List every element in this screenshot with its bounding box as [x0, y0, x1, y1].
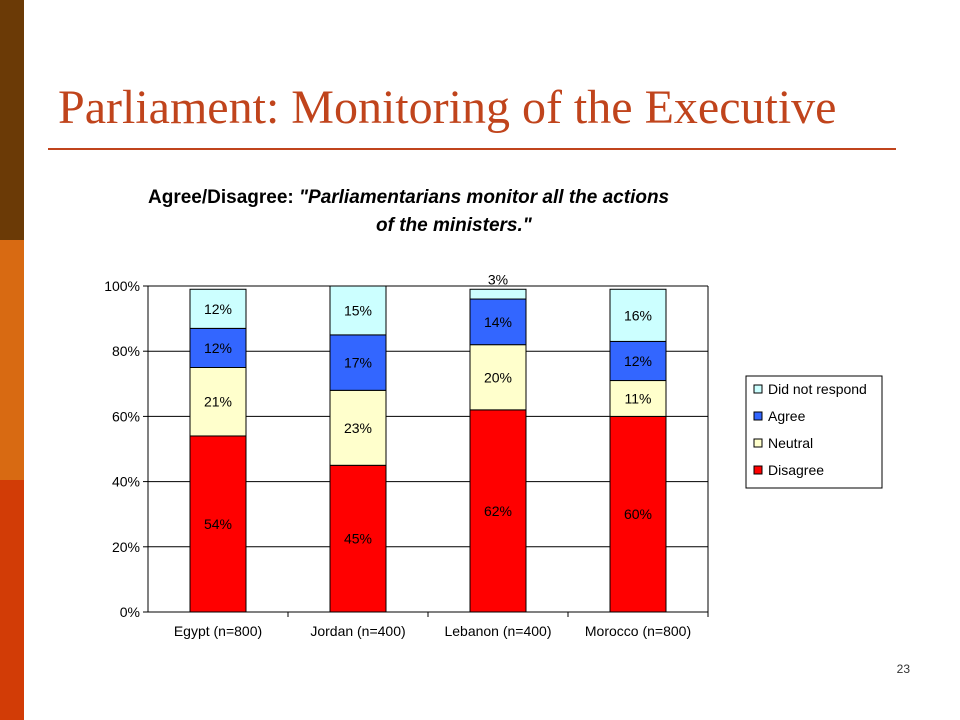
bar-segment — [609, 288, 667, 342]
bar-segment — [469, 288, 527, 300]
data-label: 45% — [344, 531, 372, 547]
slide-number: 23 — [896, 662, 910, 676]
x-tick-label: Lebanon (n=400) — [444, 623, 551, 639]
sidebar-band-middle — [0, 240, 24, 480]
data-label: 11% — [625, 390, 652, 406]
y-tick-label: 0% — [120, 604, 140, 620]
data-label: 12% — [624, 353, 652, 369]
bar-segment — [189, 367, 247, 437]
data-label: 14% — [484, 314, 512, 330]
data-label: 21% — [204, 394, 232, 410]
bar-segment — [329, 334, 387, 391]
legend-label: Agree — [768, 408, 806, 424]
y-tick-label: 20% — [112, 539, 140, 555]
legend-label: Neutral — [768, 435, 813, 451]
slide-title: Parliament: Monitoring of the Executive — [58, 81, 837, 134]
legend-swatch — [753, 411, 763, 421]
x-tick-label: Jordan (n=400) — [310, 623, 405, 639]
data-label: 54% — [204, 516, 232, 532]
data-label: 20% — [484, 369, 512, 385]
legend-swatch — [753, 438, 763, 448]
bar-segment — [189, 288, 247, 329]
data-label: 15% — [344, 302, 372, 318]
title-rule — [48, 148, 896, 150]
data-label: 62% — [484, 503, 512, 519]
heading-quote-line2: of the ministers." — [376, 215, 532, 236]
y-tick-label: 80% — [112, 343, 140, 359]
x-tick-label: Morocco (n=800) — [585, 623, 691, 639]
legend-swatch — [753, 465, 763, 475]
bar-segment — [609, 340, 667, 382]
legend-swatch — [753, 384, 763, 394]
bar-segment — [329, 285, 387, 336]
data-label: 60% — [624, 506, 652, 522]
heading-quote-line1: "Parliamentarians monitor all the action… — [299, 187, 670, 208]
x-tick-label: Egypt (n=800) — [174, 623, 262, 639]
bar-segment — [469, 298, 527, 346]
y-tick-label: 100% — [104, 278, 140, 294]
bar-segment — [609, 380, 667, 417]
y-tick-label: 40% — [112, 474, 140, 490]
data-label: 16% — [624, 307, 652, 323]
data-label: 23% — [344, 420, 372, 436]
bar-segment — [189, 327, 247, 369]
bar-segment — [329, 464, 387, 613]
data-label: 3% — [488, 271, 508, 287]
sidebar-band-bottom — [0, 480, 24, 720]
data-label: 12% — [204, 301, 232, 317]
legend-label: Did not respond — [768, 381, 867, 397]
bar-segment — [609, 415, 667, 613]
bar-segment — [469, 344, 527, 411]
y-tick-label: 60% — [112, 408, 140, 424]
bar-segment — [469, 409, 527, 613]
data-label: 12% — [204, 340, 232, 356]
bar-segment — [189, 435, 247, 613]
sidebar-band-top — [0, 0, 24, 240]
legend-label: Disagree — [768, 462, 824, 478]
bar-segment — [329, 389, 387, 466]
data-label: 17% — [344, 355, 372, 371]
chart-heading: Agree/Disagree: "Parliamentarians monito… — [148, 184, 808, 240]
legend-box — [745, 375, 883, 489]
heading-label: Agree/Disagree: — [148, 187, 294, 208]
